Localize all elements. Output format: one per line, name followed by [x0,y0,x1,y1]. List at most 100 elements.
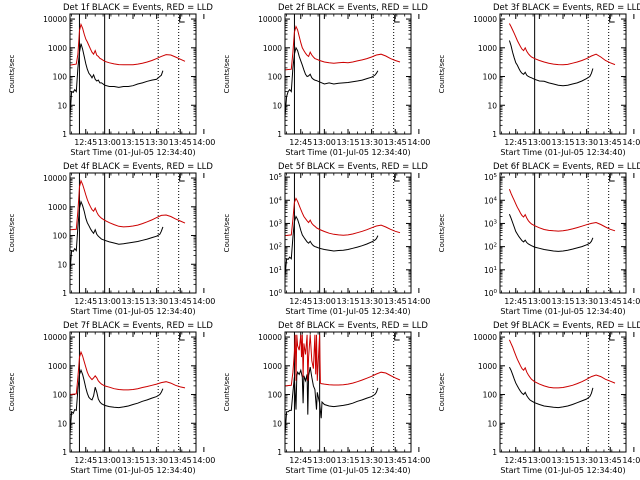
y-tick-label: 10000 [43,174,67,183]
y-axis-label: Counts/sec [438,55,446,94]
x-tick-label: 13:45 [599,297,622,306]
detector-panel: Det 3f BLACK = Events, RED = LLD Counts/s… [438,3,640,157]
x-tick-label: 13:15 [551,456,574,465]
x-tick-label: 13:00 [313,138,336,147]
plot-frame [69,331,197,453]
panel-grid: Det 1f BLACK = Events, RED = LLD Counts/s… [8,3,640,475]
y-tick-label: 10000 [473,333,497,342]
lld-series-line [70,22,186,66]
y-axis-label: Counts/sec [223,373,231,412]
y-tick-label: 100 [269,289,283,298]
x-axis-label: Start Time (01-Jul-05 12:34:40) [70,466,195,475]
x-tick-label: 14:00 [192,297,215,306]
panel-title: Det 1f BLACK = Events, RED = LLD [63,3,213,13]
x-tick-label: 13:00 [528,297,551,306]
y-tick-label: 10 [57,419,67,428]
flag-marker [609,15,615,23]
x-axis-label: Start Time (01-Jul-05 12:34:40) [500,307,625,316]
y-tick-label: 10000 [258,333,282,342]
x-tick-label: 13:00 [98,456,121,465]
y-tick-label: 104 [484,196,498,205]
lld-series-line [285,334,401,387]
y-tick-label: 103 [484,219,498,228]
y-tick-label: 1000 [478,44,497,53]
y-tick-label: 101 [484,266,497,275]
x-tick-label: 12:45 [504,456,527,465]
y-axis-label: Counts/sec [8,373,16,412]
detector-panel: Det 4f BLACK = Events, RED = LLD Counts/s… [8,162,215,316]
x-tick-label: 13:00 [528,456,551,465]
flag-marker [394,15,400,23]
x-axis-label: Start Time (01-Jul-05 12:34:40) [500,466,625,475]
lld-series-line [508,23,616,66]
series-group [70,22,186,117]
y-tick-label: 100 [53,232,68,241]
y-tick-label: 10 [487,419,497,428]
flag-marker [179,15,185,23]
events-series-line [70,200,164,273]
events-series-line [508,214,594,252]
events-series-line [285,215,379,277]
x-axis-label: Start Time (01-Jul-05 12:34:40) [285,148,410,157]
detector-panel: Det 1f BLACK = Events, RED = LLD Counts/s… [8,3,215,157]
y-tick-label: 1000 [263,44,282,53]
plot-frame [284,331,412,453]
x-tick-label: 14:00 [407,456,430,465]
x-tick-label: 12:45 [289,297,312,306]
panel-title: Det 7f BLACK = Events, RED = LLD [63,321,213,331]
y-tick-label: 10000 [43,15,67,24]
plot-frame [69,13,197,135]
y-tick-label: 1000 [48,203,67,212]
x-tick-label: 14:00 [622,297,640,306]
x-tick-label: 14:00 [622,138,640,147]
lld-series-line [508,189,616,232]
y-tick-label: 1 [492,130,497,139]
detector-panel: Det 2f BLACK = Events, RED = LLD Counts/s… [223,3,430,157]
x-tick-label: 13:15 [551,297,574,306]
series-group [508,189,616,252]
y-tick-label: 10000 [473,15,497,24]
y-tick-label: 1000 [48,362,67,371]
y-tick-label: 1000 [48,44,67,53]
y-tick-label: 1 [277,448,282,457]
y-tick-label: 10 [57,260,67,269]
y-tick-label: 1 [492,448,497,457]
x-tick-label: 13:45 [384,456,407,465]
y-tick-label: 10 [272,419,282,428]
panel-title: Det 2f BLACK = Events, RED = LLD [278,3,428,13]
plot-frame [284,172,412,294]
x-tick-label: 13:00 [528,138,551,147]
panel-title: Det 6f BLACK = Events, RED = LLD [493,162,640,172]
x-tick-label: 13:45 [169,456,192,465]
plot-frame [499,13,627,135]
x-tick-label: 13:00 [98,297,121,306]
y-tick-label: 105 [269,173,283,182]
events-series-line [285,46,379,117]
y-tick-label: 103 [269,219,283,228]
lld-series-line [508,339,616,389]
x-tick-label: 13:00 [313,456,336,465]
x-tick-label: 13:45 [599,138,622,147]
series-group [508,23,616,87]
detector-panel: Det 9f BLACK = Events, RED = LLD Counts/s… [438,321,640,475]
y-tick-label: 105 [484,173,498,182]
detector-panel: Det 6f BLACK = Events, RED = LLD Counts/s… [438,162,640,316]
x-tick-label: 13:45 [384,297,407,306]
x-axis-label: Start Time (01-Jul-05 12:34:40) [70,148,195,157]
plot-frame [69,172,197,294]
lld-series-line [70,350,186,395]
flag-marker [609,174,615,182]
plot-frame [499,172,627,294]
y-axis-label: Counts/sec [223,214,231,253]
x-axis-label: Start Time (01-Jul-05 12:34:40) [500,148,625,157]
x-tick-label: 13:30 [575,456,598,465]
flag-marker [179,174,185,182]
y-tick-label: 102 [269,243,282,252]
panel-title: Det 9f BLACK = Events, RED = LLD [493,321,640,331]
series-group [285,334,401,435]
x-tick-label: 12:45 [289,456,312,465]
panel-title: Det 3f BLACK = Events, RED = LLD [493,3,640,13]
series-group [70,350,186,435]
flag-marker [179,333,185,341]
x-tick-label: 12:45 [74,138,97,147]
